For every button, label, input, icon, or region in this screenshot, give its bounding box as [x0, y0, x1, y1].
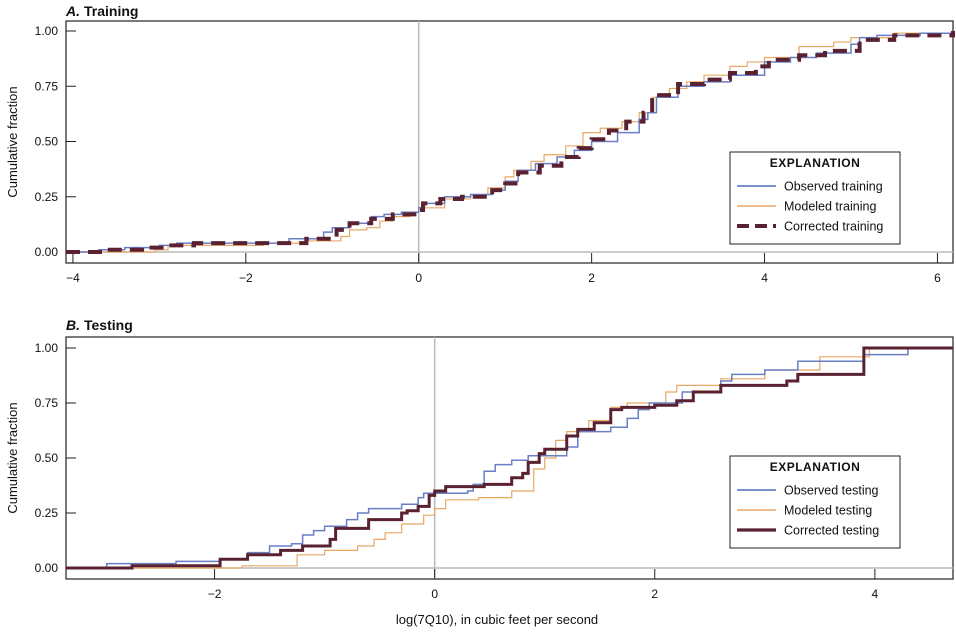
legend-label: Observed testing: [784, 484, 879, 498]
y-tick-label: 0.25: [35, 506, 59, 520]
y-tick-label: 1.00: [35, 341, 59, 355]
series-modeled-testing: [66, 347, 953, 569]
panel-letter: B.: [66, 317, 80, 333]
x-tick-label: 2: [651, 587, 658, 601]
legend-title: EXPLANATION: [770, 460, 861, 474]
panel-training: A. Training 0.00 0.25 0.50 0.75 1.00 −4 −2 0 2 4 6 Cu…: [5, 3, 955, 285]
y-axis-label: Cumulative fraction: [5, 86, 20, 197]
y-tick-label: 0.00: [35, 245, 59, 259]
y-tick-label: 0.25: [35, 190, 59, 204]
y-tick-label: 0.50: [35, 451, 59, 465]
x-tick-label: 6: [934, 271, 941, 285]
x-tick-label: 4: [761, 271, 768, 285]
y-tick-label: 0.00: [35, 561, 59, 575]
panel-title-text: Testing: [84, 317, 133, 333]
series-observed-training: [66, 31, 954, 253]
legend-box: [729, 455, 901, 549]
y-tick-label: 0.50: [35, 135, 59, 149]
panel-title: A. Training: [65, 3, 138, 19]
legend-label: Modeled testing: [784, 504, 872, 518]
panel-testing: B. Testing 0.00 0.25 0.50 0.75 1.00 −2 0 2 4 Cumula…: [5, 317, 954, 627]
legend-label: Corrected training: [784, 220, 883, 234]
x-tick-label: −2: [208, 587, 222, 601]
series-corrected-testing: [66, 346, 953, 570]
legend-box: [729, 151, 901, 245]
legend-label: Observed training: [784, 180, 883, 194]
y-tick-label: 0.75: [35, 79, 59, 93]
x-tick-label: 0: [431, 587, 438, 601]
x-axis-label: log(7Q10), in cubic feet per second: [396, 612, 598, 627]
series-corrected-training: [66, 31, 955, 254]
x-tick-label: 2: [588, 271, 595, 285]
legend-label: Corrected testing: [784, 524, 879, 538]
x-tick-label: 4: [872, 587, 879, 601]
series-modeled-training: [66, 31, 954, 253]
y-tick-label: 0.75: [35, 396, 59, 410]
panel-title: B. Testing: [66, 317, 133, 333]
x-tick-label: 0: [415, 271, 422, 285]
y-axis-label: Cumulative fraction: [5, 402, 20, 513]
y-tick-label: 1.00: [35, 24, 59, 38]
panel-letter: A.: [65, 3, 80, 19]
legend: EXPLANATION Observed testing Modeled testi…: [729, 455, 901, 549]
x-tick-label: −2: [239, 271, 253, 285]
legend: EXPLANATION Observed training Modeled trai…: [729, 151, 901, 245]
legend-title: EXPLANATION: [770, 156, 861, 170]
legend-label: Modeled training: [784, 200, 876, 214]
x-tick-label: −4: [66, 271, 80, 285]
panel-title-text: Training: [84, 3, 138, 19]
